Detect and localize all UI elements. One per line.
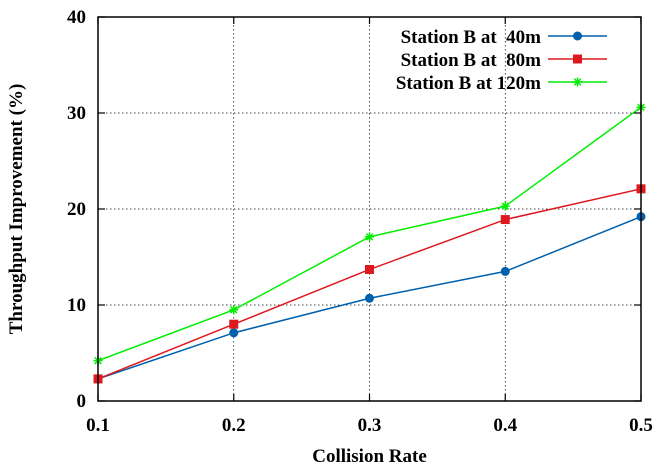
legend-marker (573, 77, 582, 87)
data-point (229, 328, 239, 338)
data-point (500, 215, 510, 225)
data-point (365, 232, 374, 242)
legend-marker (573, 31, 582, 41)
tick-labels: 0.1 0.2 0.3 0.4 0.5 0 10 20 30 40 (67, 7, 653, 436)
data-point (229, 319, 239, 329)
data-point (229, 305, 239, 315)
legend-item: Station B at 40m (401, 27, 607, 48)
y-tick-label: 30 (67, 103, 86, 124)
legend-item: Station B at 120m (396, 73, 607, 94)
legend-label: Station B at 80m (401, 50, 542, 71)
data-point (365, 264, 374, 274)
data-point (365, 293, 374, 303)
y-tick-label: 10 (67, 295, 86, 316)
x-tick-label: 0.5 (629, 415, 653, 436)
x-tick-label: 0.2 (222, 415, 246, 436)
legend-marker (573, 54, 582, 64)
legend-label: Station B at 40m (401, 27, 542, 48)
y-axis-title: Throughput Improvement (%) (6, 84, 27, 335)
data-point (500, 266, 510, 276)
x-axis-title: Collision Rate (312, 446, 427, 467)
legend-item: Station B at 80m (401, 50, 607, 71)
y-tick-label: 0 (77, 391, 87, 412)
legend-label: Station B at 120m (396, 73, 541, 94)
y-tick-label: 20 (67, 199, 86, 220)
x-tick-label: 0.4 (493, 415, 517, 436)
x-tick-label: 0.1 (86, 415, 110, 436)
data-point (500, 201, 510, 211)
axis-ticks (97, 16, 642, 402)
y-tick-label: 40 (67, 7, 86, 28)
x-tick-label: 0.3 (358, 415, 382, 436)
